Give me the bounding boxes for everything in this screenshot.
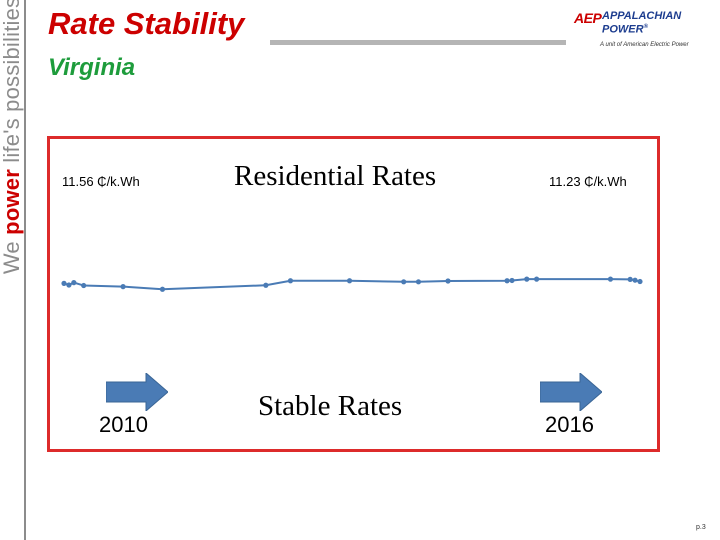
data-point	[637, 278, 643, 285]
page-title: Rate Stability	[48, 6, 245, 41]
data-point	[509, 277, 515, 284]
data-point	[632, 277, 638, 283]
tagline-suffix: life's possibilities	[0, 0, 24, 170]
data-point	[346, 278, 353, 284]
data-point	[607, 276, 614, 282]
data-point	[524, 276, 530, 282]
content-frame	[47, 136, 660, 452]
data-point	[71, 280, 77, 286]
arrow-right-icon	[540, 373, 602, 411]
data-point	[415, 279, 422, 285]
data-point	[287, 278, 294, 284]
page-number: p.3	[696, 524, 706, 531]
logo-aep: AEP	[574, 10, 602, 26]
logo-line1: APPALACHIAN	[602, 10, 682, 22]
data-point	[401, 279, 407, 285]
tagline-prefix: We	[0, 234, 24, 275]
page-subtitle: Virginia	[48, 54, 136, 81]
sidebar-divider	[24, 0, 26, 540]
data-point	[627, 276, 633, 282]
data-point	[159, 286, 166, 292]
company-logo: AEP APPALACHIAN POWER® A unit of America…	[574, 8, 714, 52]
logo-line2: POWER	[602, 23, 644, 36]
data-point	[263, 282, 269, 288]
series-line	[63, 278, 641, 291]
data-point	[61, 280, 67, 286]
chart-title: Residential Rates	[234, 160, 437, 192]
data-point	[120, 284, 126, 290]
data-point	[445, 278, 451, 284]
data-point	[534, 276, 540, 282]
stable-rates-label: Stable Rates	[258, 390, 403, 422]
rate-line-chart	[61, 276, 643, 292]
logo-wordmark: APPALACHIAN POWER®	[602, 11, 681, 36]
arrow-right-icon	[106, 373, 168, 411]
data-point	[66, 282, 72, 288]
logo-tagline: A unit of American Electric Power	[600, 42, 689, 48]
data-point	[81, 282, 87, 289]
tagline-power: power	[0, 169, 24, 235]
rate-end-label: 11.23 ₵/k.Wh	[549, 174, 627, 189]
rate-start-label: 11.56 ₵/k.Wh	[62, 174, 140, 189]
data-point	[504, 278, 510, 284]
logo-mark: ®	[643, 24, 648, 30]
title-underline	[270, 40, 566, 45]
brand-tagline: We power life's possibilitiesSM	[0, 0, 25, 274]
year-end-label: 2016	[545, 412, 594, 437]
year-start-label: 2010	[99, 412, 148, 437]
